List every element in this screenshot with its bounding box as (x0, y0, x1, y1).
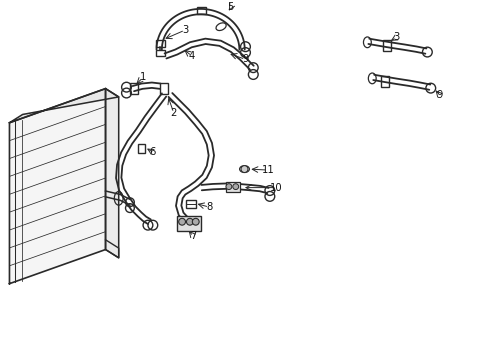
Text: 6: 6 (149, 147, 156, 157)
Bar (130, 83, 138, 94)
Bar (156, 50, 164, 57)
Bar (177, 216, 200, 231)
Text: 8: 8 (206, 202, 212, 212)
Text: 3: 3 (393, 32, 399, 42)
Text: 9: 9 (242, 54, 248, 64)
Text: 9: 9 (435, 90, 442, 100)
Circle shape (178, 218, 185, 225)
Circle shape (241, 166, 247, 172)
Bar (196, 7, 206, 14)
Text: 3: 3 (182, 25, 188, 35)
Circle shape (192, 218, 199, 225)
Bar (156, 40, 164, 47)
Bar (382, 40, 390, 51)
Circle shape (186, 218, 193, 225)
Bar (138, 144, 144, 153)
Text: 10: 10 (269, 183, 282, 193)
Text: 5: 5 (227, 2, 234, 12)
Ellipse shape (239, 166, 249, 172)
Bar (225, 182, 239, 192)
Polygon shape (9, 89, 119, 123)
Text: 11: 11 (261, 165, 274, 175)
Bar (380, 76, 388, 87)
Circle shape (225, 184, 231, 190)
Text: 7: 7 (190, 231, 196, 241)
Circle shape (232, 184, 238, 190)
Text: 4: 4 (188, 51, 195, 61)
Text: 2: 2 (170, 108, 177, 118)
Text: 1: 1 (140, 72, 146, 82)
Polygon shape (9, 89, 105, 284)
Bar (185, 200, 195, 208)
Polygon shape (105, 89, 119, 258)
Bar (160, 83, 167, 94)
